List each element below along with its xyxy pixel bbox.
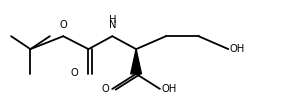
Text: OH: OH (230, 44, 245, 54)
Text: H: H (109, 15, 116, 25)
Polygon shape (131, 49, 141, 74)
Text: OH: OH (161, 84, 177, 94)
Text: N: N (109, 20, 116, 30)
Text: O: O (59, 20, 67, 30)
Text: O: O (102, 84, 109, 94)
Text: O: O (70, 68, 78, 78)
